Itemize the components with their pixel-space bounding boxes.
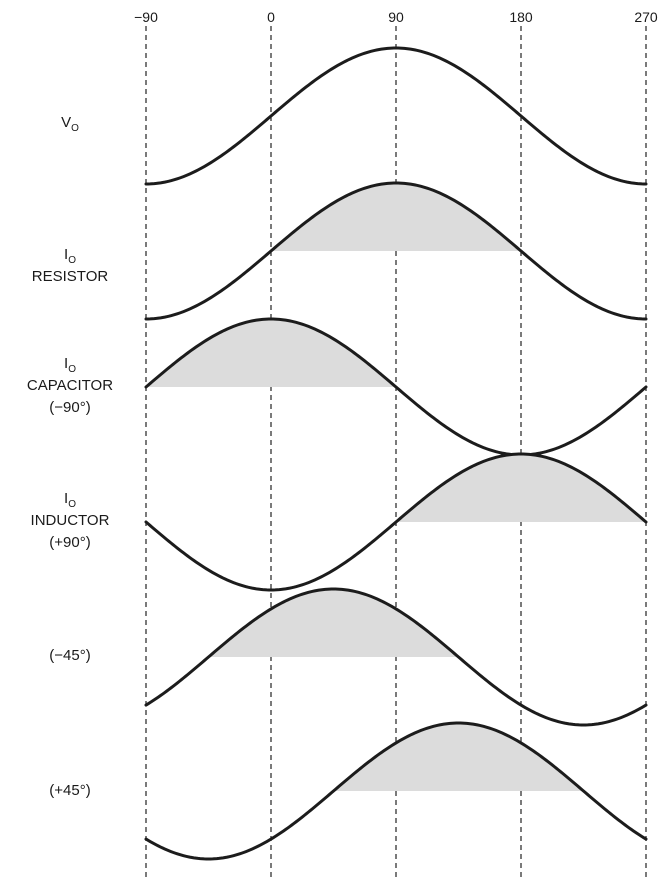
row-label: IO [64, 246, 76, 266]
waveform-line [144, 181, 648, 321]
row-label: CAPACITOR [27, 377, 113, 394]
shaded-area [146, 319, 396, 387]
guide-lines [145, 26, 647, 877]
row-labels: VO IO RESISTOR IO CAPACITOR (−90°) IO INDUCTOR (… [27, 114, 113, 799]
x-tick-label: 90 [388, 9, 404, 25]
waveforms [144, 46, 648, 861]
row-label: (+90°) [49, 534, 90, 551]
row-label: INDUCTOR [31, 512, 110, 529]
row-plus-45 [144, 721, 648, 861]
row-io-capacitor [144, 317, 648, 457]
waveform-line [144, 587, 648, 727]
waveform-line [144, 452, 648, 592]
waveform-line [144, 721, 648, 861]
shaded-area [271, 183, 521, 251]
row-label: IO [64, 490, 76, 510]
row-label: VO [61, 114, 79, 134]
row-io-inductor [144, 452, 648, 592]
x-axis-ticks: −90 0 90 180 270 [134, 9, 658, 25]
waveform-line [144, 317, 648, 457]
row-io-resistor [144, 181, 648, 321]
x-tick-label: 0 [267, 9, 275, 25]
waveform-line [144, 46, 648, 186]
row-vo [144, 46, 648, 186]
x-tick-label: −90 [134, 9, 158, 25]
x-tick-label: 270 [634, 9, 658, 25]
row-label: RESISTOR [32, 268, 109, 285]
row-label: (+45°) [49, 782, 90, 799]
shaded-area [396, 454, 646, 522]
x-tick-label: 180 [509, 9, 533, 25]
row-label: IO [64, 355, 76, 375]
shaded-area [333, 723, 584, 791]
shaded-area [208, 589, 459, 657]
row-minus-45 [144, 587, 648, 727]
row-label: (−90°) [49, 399, 90, 416]
row-label: (−45°) [49, 647, 90, 664]
